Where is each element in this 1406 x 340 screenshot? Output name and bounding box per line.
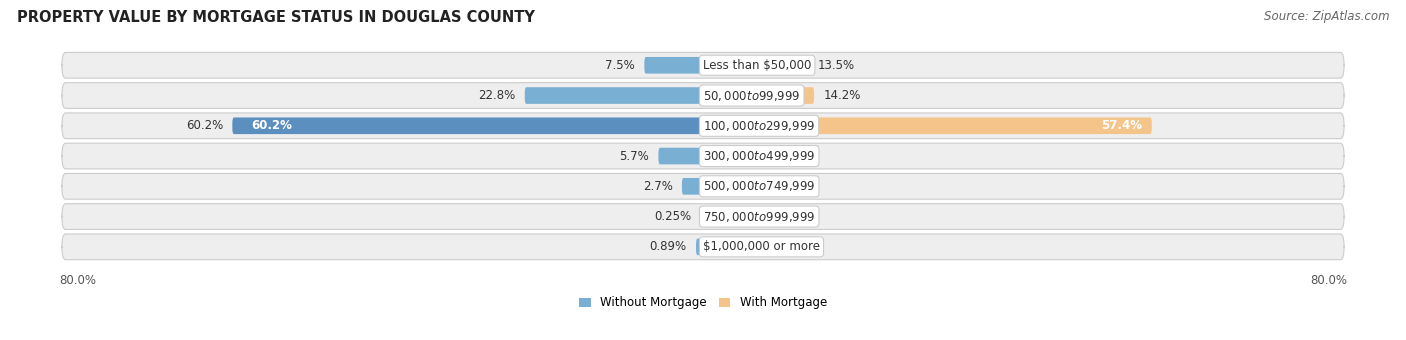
- FancyBboxPatch shape: [703, 208, 731, 225]
- Text: 14.2%: 14.2%: [824, 89, 860, 102]
- Text: 0.25%: 0.25%: [655, 210, 692, 223]
- FancyBboxPatch shape: [62, 52, 1344, 78]
- Text: Source: ZipAtlas.com: Source: ZipAtlas.com: [1264, 10, 1389, 23]
- Text: $300,000 to $499,999: $300,000 to $499,999: [703, 149, 815, 163]
- FancyBboxPatch shape: [702, 208, 703, 225]
- FancyBboxPatch shape: [62, 234, 1344, 260]
- Text: $50,000 to $99,999: $50,000 to $99,999: [703, 88, 800, 103]
- FancyBboxPatch shape: [232, 118, 703, 134]
- FancyBboxPatch shape: [703, 87, 814, 104]
- Text: $750,000 to $999,999: $750,000 to $999,999: [703, 209, 815, 224]
- Text: 57.4%: 57.4%: [1101, 119, 1143, 132]
- Text: 7.5%: 7.5%: [605, 59, 636, 72]
- FancyBboxPatch shape: [62, 173, 1344, 199]
- Legend: Without Mortgage, With Mortgage: Without Mortgage, With Mortgage: [579, 296, 827, 309]
- FancyBboxPatch shape: [682, 178, 703, 194]
- FancyBboxPatch shape: [703, 239, 713, 255]
- FancyBboxPatch shape: [644, 57, 703, 73]
- FancyBboxPatch shape: [62, 204, 1344, 230]
- Text: 5.7%: 5.7%: [619, 150, 650, 163]
- FancyBboxPatch shape: [62, 113, 1344, 139]
- FancyBboxPatch shape: [696, 239, 703, 255]
- Text: 60.2%: 60.2%: [252, 119, 292, 132]
- Text: 13.5%: 13.5%: [818, 59, 855, 72]
- Text: 2.7%: 2.7%: [643, 180, 672, 193]
- FancyBboxPatch shape: [703, 118, 1152, 134]
- Text: 7.7%: 7.7%: [772, 150, 803, 163]
- Text: 22.8%: 22.8%: [478, 89, 516, 102]
- Text: 1.3%: 1.3%: [723, 240, 752, 253]
- Text: $500,000 to $749,999: $500,000 to $749,999: [703, 179, 815, 193]
- FancyBboxPatch shape: [524, 87, 703, 104]
- Text: $100,000 to $299,999: $100,000 to $299,999: [703, 119, 815, 133]
- Text: 3.6%: 3.6%: [741, 210, 770, 223]
- Text: $1,000,000 or more: $1,000,000 or more: [703, 240, 820, 253]
- FancyBboxPatch shape: [62, 83, 1344, 108]
- Text: 0.89%: 0.89%: [650, 240, 686, 253]
- Text: PROPERTY VALUE BY MORTGAGE STATUS IN DOUGLAS COUNTY: PROPERTY VALUE BY MORTGAGE STATUS IN DOU…: [17, 10, 534, 25]
- Text: 60.2%: 60.2%: [186, 119, 224, 132]
- FancyBboxPatch shape: [703, 57, 808, 73]
- FancyBboxPatch shape: [62, 143, 1344, 169]
- FancyBboxPatch shape: [703, 178, 721, 194]
- FancyBboxPatch shape: [658, 148, 703, 164]
- Text: Less than $50,000: Less than $50,000: [703, 59, 811, 72]
- Text: 2.4%: 2.4%: [731, 180, 761, 193]
- FancyBboxPatch shape: [703, 148, 763, 164]
